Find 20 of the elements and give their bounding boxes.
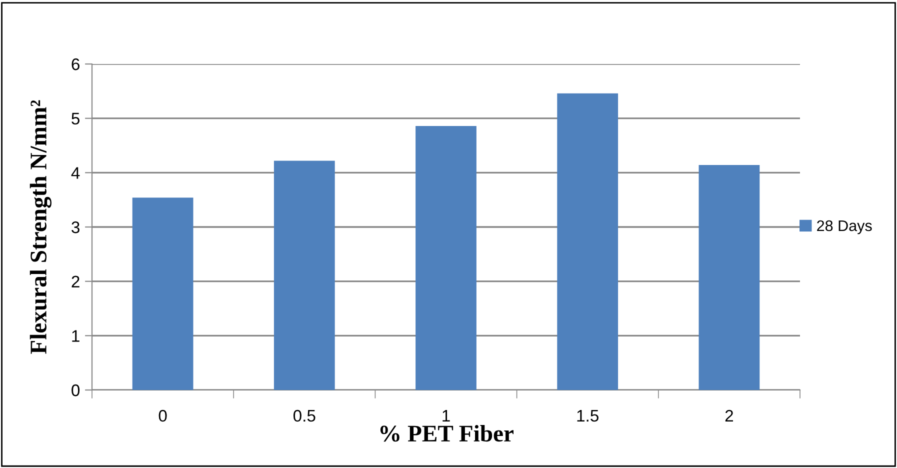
legend-label: 28 Days	[817, 220, 872, 234]
y-tick-label: 4	[71, 167, 80, 179]
y-tick-label: 6	[72, 58, 80, 70]
bar	[274, 160, 335, 390]
x-tick-label: 0.5	[293, 410, 316, 422]
x-axis-title: % PET Fiber	[380, 424, 514, 442]
y-tick-label: 1	[72, 330, 80, 342]
y-tick-label: 2	[72, 276, 80, 288]
bar	[557, 93, 618, 390]
bar	[698, 165, 760, 390]
y-tick-label: 0	[72, 384, 80, 396]
bar	[416, 126, 476, 390]
y-tick-label: 3	[72, 221, 80, 234]
x-tick-label: 2	[725, 410, 733, 422]
x-tick-label: 0	[158, 410, 167, 422]
y-axis-title: Flexural Strength N/mm²	[30, 100, 52, 354]
bar	[132, 198, 194, 390]
x-tick-label: 1.5	[577, 410, 598, 422]
x-tick-label: 1	[442, 410, 450, 422]
y-tick-label: 5	[72, 112, 80, 125]
